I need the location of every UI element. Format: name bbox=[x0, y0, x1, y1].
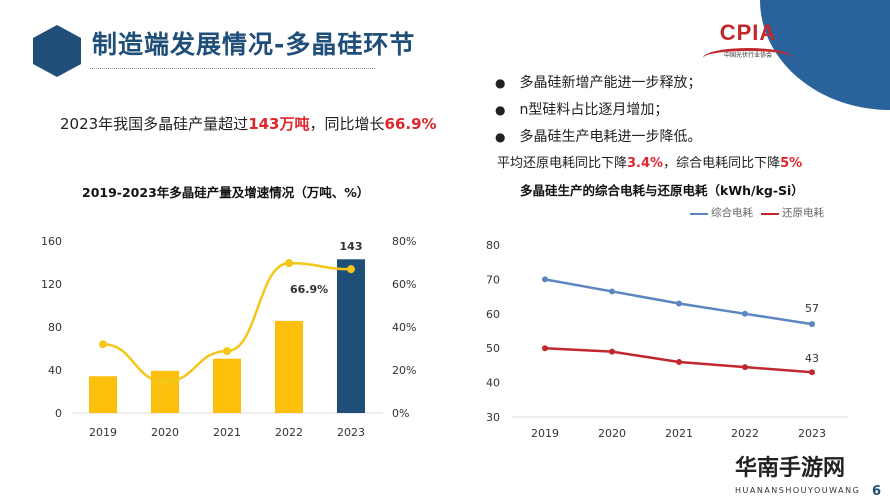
y-tick-label-right: 50 bbox=[486, 342, 500, 355]
growth-point-2022 bbox=[285, 259, 293, 268]
legend-label: 综合电耗 bbox=[711, 207, 753, 219]
note-v2: 5% bbox=[780, 156, 803, 171]
series-point-0-2022 bbox=[742, 310, 748, 317]
series-point-1-2020 bbox=[609, 348, 615, 355]
note-text-2: ，综合电耗同比下降 bbox=[663, 156, 781, 171]
x-tick-label: 2022 bbox=[275, 426, 303, 439]
y-tick-label-right: 80 bbox=[486, 239, 500, 252]
x-tick-label: 2023 bbox=[337, 426, 365, 439]
headline-text-2: ，同比增长 bbox=[309, 115, 385, 133]
x-tick-label-right: 2021 bbox=[665, 427, 693, 440]
x-tick-label-right: 2020 bbox=[598, 427, 626, 440]
legend-label: 还原电耗 bbox=[782, 207, 824, 219]
headline: 2023年我国多晶硅产量超过143万吨，同比增长66.9% bbox=[60, 115, 437, 133]
y-tick-label: 0 bbox=[55, 407, 62, 420]
y-tick-label: 160 bbox=[41, 235, 62, 248]
y-tick-label-right: 70 bbox=[486, 273, 500, 286]
x-tick-label-right: 2022 bbox=[731, 427, 759, 440]
y2-tick-label: 40% bbox=[392, 321, 416, 334]
bar-2020 bbox=[151, 370, 179, 413]
headline-growth: 66.9% bbox=[384, 115, 437, 133]
bar-data-label: 143 bbox=[340, 240, 363, 253]
page-title: 制造端发展情况-多晶硅环节 bbox=[92, 30, 416, 59]
x-tick-label-right: 2019 bbox=[531, 427, 559, 440]
growth-point-2020 bbox=[161, 377, 169, 386]
y-tick-label-right: 60 bbox=[486, 308, 500, 321]
legend: 综合电耗 还原电耗 bbox=[690, 207, 824, 220]
series-point-1-2023 bbox=[809, 369, 815, 376]
x-tick-label: 2019 bbox=[89, 426, 117, 439]
series-point-1-2019 bbox=[542, 345, 548, 352]
legend-item-total: 综合电耗 bbox=[690, 207, 753, 220]
cpia-logo: CPIA 中国光伏行业协会 bbox=[703, 20, 793, 65]
y-tick-label-right: 40 bbox=[486, 377, 500, 390]
growth-point-2021 bbox=[223, 347, 231, 356]
y2-tick-label: 20% bbox=[392, 364, 416, 377]
watermark-brand: 华南手游网 bbox=[735, 456, 846, 481]
y2-tick-label: 60% bbox=[392, 278, 416, 291]
y-tick-label: 120 bbox=[41, 278, 62, 291]
bar-2021 bbox=[213, 358, 241, 413]
series-point-0-2019 bbox=[542, 276, 548, 283]
total-data-label: 57 bbox=[805, 302, 819, 315]
x-tick-label: 2021 bbox=[213, 426, 241, 439]
bullet-item: n型硅料占比逐月增加； bbox=[495, 97, 701, 124]
left-chart-title: 2019-2023年多晶硅产量及增速情况（万吨、%） bbox=[82, 185, 370, 200]
right-chart-title: 多晶硅生产的综合电耗与还原电耗（kWh/kg-Si） bbox=[520, 183, 804, 198]
headline-text: 2023年我国多晶硅产量超过 bbox=[60, 115, 249, 133]
y-tick-label: 40 bbox=[48, 364, 62, 377]
logo-text: CPIA bbox=[719, 20, 777, 45]
series-point-0-2020 bbox=[609, 288, 615, 295]
bar-2023 bbox=[337, 259, 365, 413]
x-tick-label-right: 2023 bbox=[798, 427, 826, 440]
title-divider bbox=[90, 68, 375, 69]
bullet-item: 多晶硅新增产能进一步释放； bbox=[495, 70, 701, 97]
series-point-0-2021 bbox=[676, 300, 682, 307]
growth-data-label: 66.9% bbox=[290, 283, 328, 296]
growth-point-2023 bbox=[347, 265, 355, 274]
legend-item-reduction: 还原电耗 bbox=[761, 207, 824, 220]
y2-tick-label: 0% bbox=[392, 407, 409, 420]
growth-point-2019 bbox=[99, 340, 107, 349]
y-tick-label: 80 bbox=[48, 321, 62, 334]
series-point-1-2022 bbox=[742, 364, 748, 371]
page-number: 6 bbox=[872, 484, 882, 499]
reduction-data-label: 43 bbox=[805, 352, 819, 365]
x-tick-label: 2020 bbox=[151, 426, 179, 439]
series-point-0-2023 bbox=[809, 321, 815, 328]
y-tick-label-right: 30 bbox=[486, 411, 500, 424]
bullet-list: 多晶硅新增产能进一步释放； n型硅料占比逐月增加； 多晶硅生产电耗进一步降低。 bbox=[495, 70, 701, 151]
y2-tick-label: 80% bbox=[392, 235, 416, 248]
bar-2022 bbox=[275, 320, 303, 413]
headline-output: 143万吨 bbox=[248, 115, 310, 133]
watermark-brand-sub: HUANANSHOUYOUWANG bbox=[735, 486, 861, 495]
bar-2019 bbox=[89, 376, 117, 413]
bullet-item: 多晶硅生产电耗进一步降低。 bbox=[495, 124, 701, 151]
energy-note: 平均还原电耗同比下降3.4%，综合电耗同比下降5% bbox=[497, 156, 802, 172]
series-point-1-2021 bbox=[676, 358, 682, 365]
note-text: 平均还原电耗同比下降 bbox=[497, 156, 628, 171]
note-v1: 3.4% bbox=[627, 156, 664, 171]
